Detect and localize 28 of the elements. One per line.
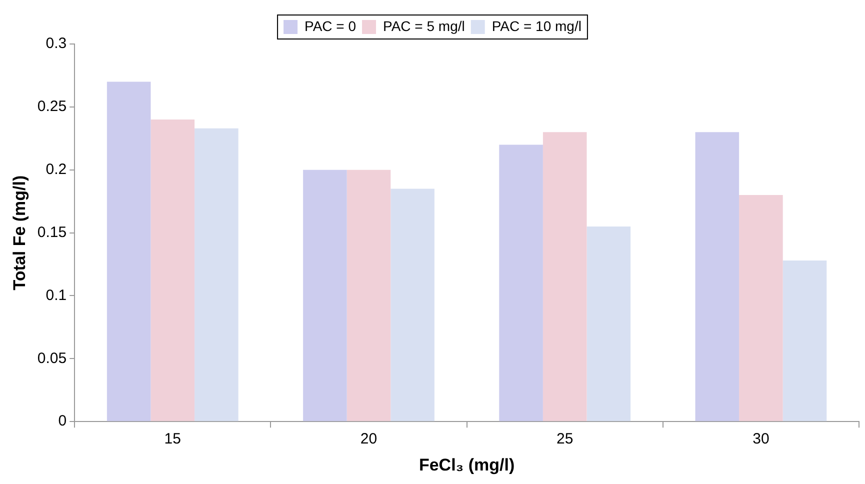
legend-label: PAC = 10 mg/l: [492, 18, 582, 34]
bar: [499, 144, 543, 422]
y-tick-label: 0.05: [37, 350, 67, 367]
bar: [739, 195, 783, 422]
bar: [390, 188, 434, 422]
bar: [303, 170, 347, 422]
y-tick-label: 0: [58, 412, 67, 430]
legend-label: PAC = 0: [304, 18, 356, 34]
x-tick-label: 30: [752, 430, 770, 448]
bar: [695, 132, 740, 422]
bar: [150, 120, 195, 422]
bar: [106, 82, 151, 422]
x-tick-label: 15: [164, 430, 181, 448]
bar: [346, 170, 391, 422]
y-axis-title: Total Fe (mg/l): [10, 175, 29, 290]
y-tick-label: 0.2: [46, 161, 67, 178]
bar: [586, 226, 631, 422]
legend-label: PAC = 5 mg/l: [383, 18, 465, 34]
y-tick-label: 0.1: [46, 286, 67, 304]
y-tick-label: 0.3: [46, 35, 67, 52]
bar: [782, 260, 827, 422]
y-tick-label: 0.15: [37, 224, 67, 241]
x-tick-label: 25: [556, 430, 574, 448]
bar: [542, 132, 587, 422]
x-tick-label: 20: [360, 430, 378, 448]
bar: [194, 128, 238, 422]
y-tick-label: 0.25: [37, 98, 67, 116]
x-axis-title: FeCl₃ (mg/l): [418, 455, 515, 474]
